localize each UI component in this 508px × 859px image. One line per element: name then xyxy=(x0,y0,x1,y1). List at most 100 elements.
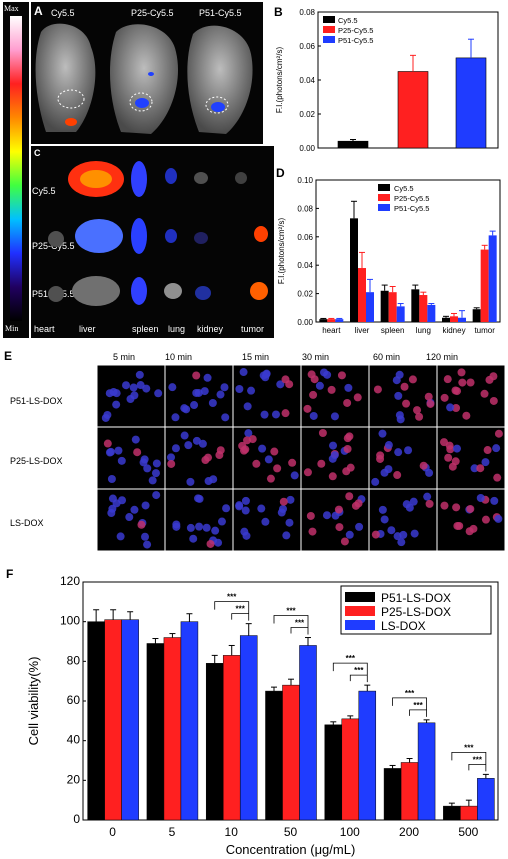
colorbar-min-label: Min xyxy=(5,324,19,333)
bar xyxy=(419,295,428,322)
cell xyxy=(277,508,286,517)
cell xyxy=(452,503,461,512)
cell xyxy=(343,398,352,407)
cell xyxy=(186,523,195,532)
cell xyxy=(109,387,118,396)
legend-swatch xyxy=(323,16,335,23)
cell xyxy=(204,477,213,486)
cell xyxy=(107,475,116,484)
significance-label: *** xyxy=(227,593,237,602)
cell xyxy=(108,494,117,503)
chart-d: D 0.00 0.02 0.04 0.06 0.08 0.10 F.I.(photons/cm… xyxy=(276,166,501,335)
cell xyxy=(285,518,294,527)
cell xyxy=(446,445,455,454)
cell xyxy=(257,504,266,513)
cell xyxy=(133,448,142,457)
organ-label-spleen: spleen xyxy=(132,324,159,334)
cell xyxy=(404,446,413,455)
bar xyxy=(417,722,436,821)
bar xyxy=(319,319,328,322)
x-tick-label: heart xyxy=(322,326,341,335)
cell xyxy=(303,468,312,477)
cell xyxy=(222,504,231,513)
cell xyxy=(481,458,490,467)
y-axis-label: F.I.(photons/cm²/s) xyxy=(275,47,284,114)
cell xyxy=(355,522,364,531)
cell xyxy=(419,461,428,470)
cell xyxy=(344,383,353,392)
y-tick-label: 0.10 xyxy=(297,176,313,185)
panel-d-label: D xyxy=(276,166,285,180)
panel-e: E 5 min 10 min 15 min 30 min 60 min 120 … xyxy=(0,346,508,556)
x-tick-label: 5 xyxy=(169,825,176,839)
x-tick-label: spleen xyxy=(381,326,405,335)
cell xyxy=(118,496,127,505)
cell xyxy=(203,373,212,382)
cell xyxy=(334,505,343,514)
cell xyxy=(143,464,152,473)
significance-label: *** xyxy=(405,689,415,698)
cell xyxy=(440,393,449,402)
bar xyxy=(411,289,420,322)
plot-frame xyxy=(315,179,501,323)
cell xyxy=(424,392,433,401)
cell xyxy=(452,403,461,412)
cell xyxy=(190,401,199,410)
cell xyxy=(235,502,244,511)
cell xyxy=(167,459,176,468)
time-label-5: 60 min xyxy=(373,352,401,362)
panel-c-image: C Cy5.5 P25-Cy5.5 P51-Cy5.5 heart liver … xyxy=(31,146,274,338)
row-label-ls: LS-DOX xyxy=(10,518,44,528)
time-label-1: 5 min xyxy=(113,352,136,362)
bar xyxy=(396,306,405,322)
y-tick-label: 0.04 xyxy=(297,261,313,270)
cell xyxy=(172,522,181,531)
cell xyxy=(154,389,163,398)
cell xyxy=(470,464,479,473)
cell xyxy=(200,387,209,396)
cell xyxy=(106,447,115,456)
bar xyxy=(358,268,366,322)
cell xyxy=(483,446,492,455)
image-tile xyxy=(436,488,505,551)
time-label-3: 15 min xyxy=(242,352,270,362)
cell xyxy=(458,378,467,387)
y-tick-label: 0 xyxy=(73,812,80,826)
cell xyxy=(130,505,139,514)
cell xyxy=(258,444,267,453)
cell xyxy=(426,399,435,408)
cell xyxy=(290,471,299,480)
cell xyxy=(303,404,312,413)
cell xyxy=(306,511,315,520)
cell xyxy=(198,439,207,448)
bar xyxy=(350,218,358,322)
x-tick-label: 500 xyxy=(458,825,478,839)
cell xyxy=(116,532,125,541)
cell xyxy=(186,477,195,486)
cell xyxy=(140,455,149,464)
cell xyxy=(494,514,503,523)
cell xyxy=(395,411,404,420)
cell xyxy=(180,431,189,440)
bar xyxy=(104,619,122,821)
colorbar: Max Min xyxy=(3,2,29,338)
significance-label: *** xyxy=(295,619,305,628)
cell xyxy=(425,499,434,508)
cell xyxy=(320,368,329,377)
legend-swatch xyxy=(345,592,375,602)
row-label-p25: P25-LS-DOX xyxy=(10,456,63,466)
cell xyxy=(216,390,225,399)
cell xyxy=(340,537,349,546)
cell xyxy=(387,526,396,535)
bar xyxy=(335,319,344,322)
cell xyxy=(413,406,422,415)
cell xyxy=(345,492,354,501)
significance-label: *** xyxy=(464,743,474,752)
cell xyxy=(217,517,226,526)
cell xyxy=(307,370,316,379)
cell xyxy=(423,492,432,501)
bar xyxy=(299,645,317,821)
cell xyxy=(318,429,327,438)
legend-swatch xyxy=(378,184,390,191)
cell xyxy=(270,447,279,456)
